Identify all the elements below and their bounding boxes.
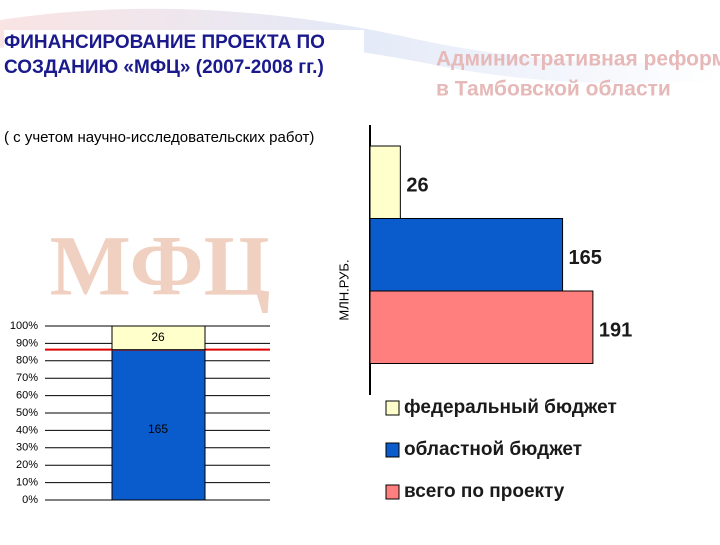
watermark: в Тамбовской области — [436, 78, 671, 101]
legend-swatch — [385, 484, 400, 500]
legend-label: федеральный бюджет — [404, 397, 617, 418]
y-tick-label: 100% — [10, 320, 38, 332]
data-label: 26 — [406, 175, 428, 197]
y-tick-label: 80% — [16, 355, 38, 367]
data-label: 165 — [148, 422, 168, 436]
y-tick-label: 90% — [16, 337, 38, 349]
y-tick-label: 50% — [16, 407, 38, 419]
y-tick-label: 10% — [16, 477, 38, 489]
data-label: 191 — [599, 320, 632, 342]
y-tick-label: 70% — [16, 372, 38, 384]
subtitle: ( с учетом научно-исследовательских рабо… — [4, 129, 315, 146]
legend-label: всего по проекту — [404, 481, 565, 502]
title-box: ФИНАНСИРОВАНИЕ ПРОЕКТА ПО СОЗДАНИЮ «МФЦ»… — [4, 30, 364, 80]
y-tick-label: 60% — [16, 390, 38, 402]
y-tick-label: 30% — [16, 442, 38, 454]
chart-left: 0% 10% 20% 30% 40% 50% 60% 70% 80% 90% 100% 165 26 — [10, 320, 270, 506]
bar — [369, 218, 564, 292]
title: ФИНАНСИРОВАНИЕ ПРОЕКТА ПО СОЗДАНИЮ «МФЦ»… — [4, 30, 364, 80]
watermark: Административная реформа — [436, 48, 720, 71]
data-label: 26 — [151, 330, 165, 344]
legend-swatch — [385, 442, 400, 458]
bar — [369, 290, 594, 364]
legend-label: областной бюджет — [404, 439, 582, 460]
legend-swatch — [385, 400, 400, 416]
data-label: 165 — [569, 247, 602, 269]
y-tick-label: 40% — [16, 424, 38, 436]
y-axis-label: МЛН.РУБ. — [336, 259, 351, 320]
y-tick-label: 20% — [16, 459, 38, 471]
logo: МФЦ — [50, 218, 271, 314]
bar-segment — [111, 325, 206, 351]
bar — [369, 145, 401, 219]
y-tick-label: 0% — [22, 494, 38, 506]
subtitle-box: ( с учетом научно-исследовательских рабо… — [4, 129, 315, 146]
chart-right: МЛН.РУБ. 26 федеральный бюджет 165 областной… — [336, 125, 632, 502]
